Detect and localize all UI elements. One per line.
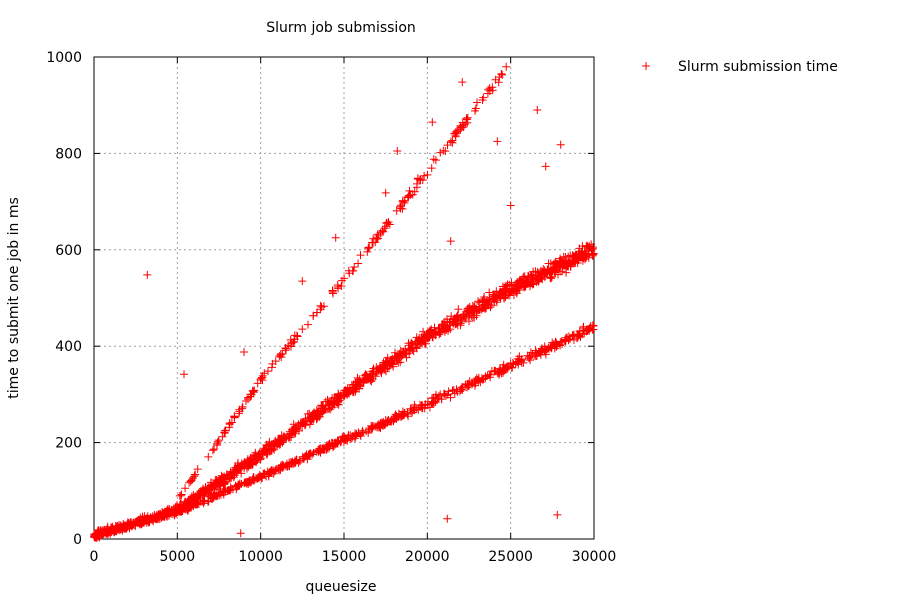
legend-label: Slurm submission time bbox=[678, 59, 838, 75]
legend-marker-icon bbox=[642, 62, 650, 70]
chart-title: Slurm job submission bbox=[266, 20, 416, 36]
x-tick-label: 30000 bbox=[572, 549, 617, 565]
legend: Slurm submission time bbox=[642, 59, 838, 75]
y-tick-label: 200 bbox=[55, 436, 82, 452]
x-tick-label: 25000 bbox=[488, 549, 533, 565]
x-tick-label: 5000 bbox=[160, 549, 196, 565]
x-tick-label: 10000 bbox=[238, 549, 283, 565]
x-tick-label: 15000 bbox=[322, 549, 367, 565]
data-points bbox=[90, 62, 598, 542]
y-tick-label: 400 bbox=[55, 339, 82, 355]
y-tick-label: 0 bbox=[73, 532, 82, 548]
ticks: 0 5000 10000 15000 20000 25000 30000 0 200 400 600… bbox=[46, 50, 616, 565]
series-points bbox=[90, 62, 598, 542]
y-axis-label: time to submit one job in ms bbox=[6, 197, 22, 399]
y-tick-label: 800 bbox=[55, 146, 82, 162]
y-tick-label: 1000 bbox=[46, 50, 82, 66]
x-axis-label: queuesize bbox=[305, 579, 376, 595]
y-tick-label: 600 bbox=[55, 243, 82, 259]
x-tick-label: 20000 bbox=[405, 549, 450, 565]
x-tick-label: 0 bbox=[90, 549, 99, 565]
grid bbox=[94, 57, 594, 539]
